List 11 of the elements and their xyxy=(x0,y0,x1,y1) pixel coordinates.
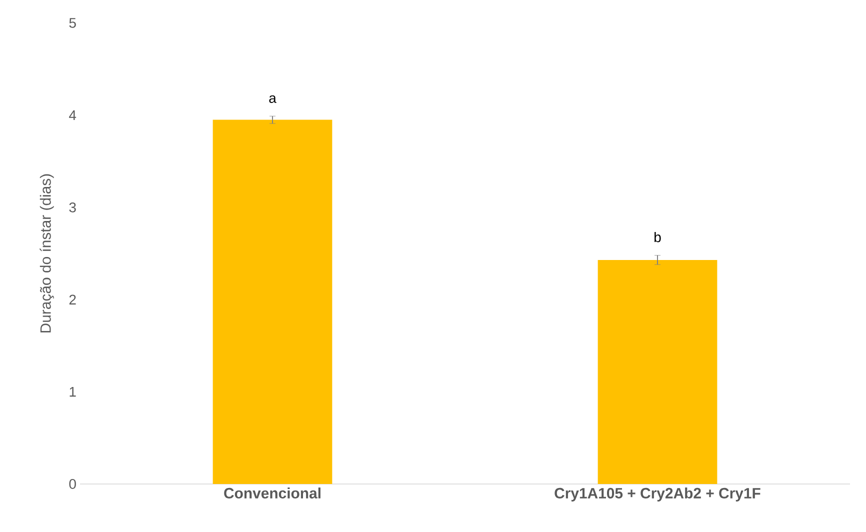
y-tick-label: 2 xyxy=(69,294,76,304)
y-tick-label: 4 xyxy=(69,110,76,120)
annotation: b xyxy=(654,232,661,242)
x-tick-label: Convencional xyxy=(224,488,320,498)
y-tick-label: 3 xyxy=(69,202,76,212)
y-tick-label: 0 xyxy=(69,479,76,489)
y-tick-label: 1 xyxy=(70,387,76,397)
y-axis-title: Duração do ínstar (dias) xyxy=(40,174,54,332)
x-tick-label: Cry1A105 + Cry2Ab2 + Cry1F xyxy=(554,488,760,502)
annotation: a xyxy=(269,95,276,103)
y-tick-label: 5 xyxy=(69,18,76,28)
